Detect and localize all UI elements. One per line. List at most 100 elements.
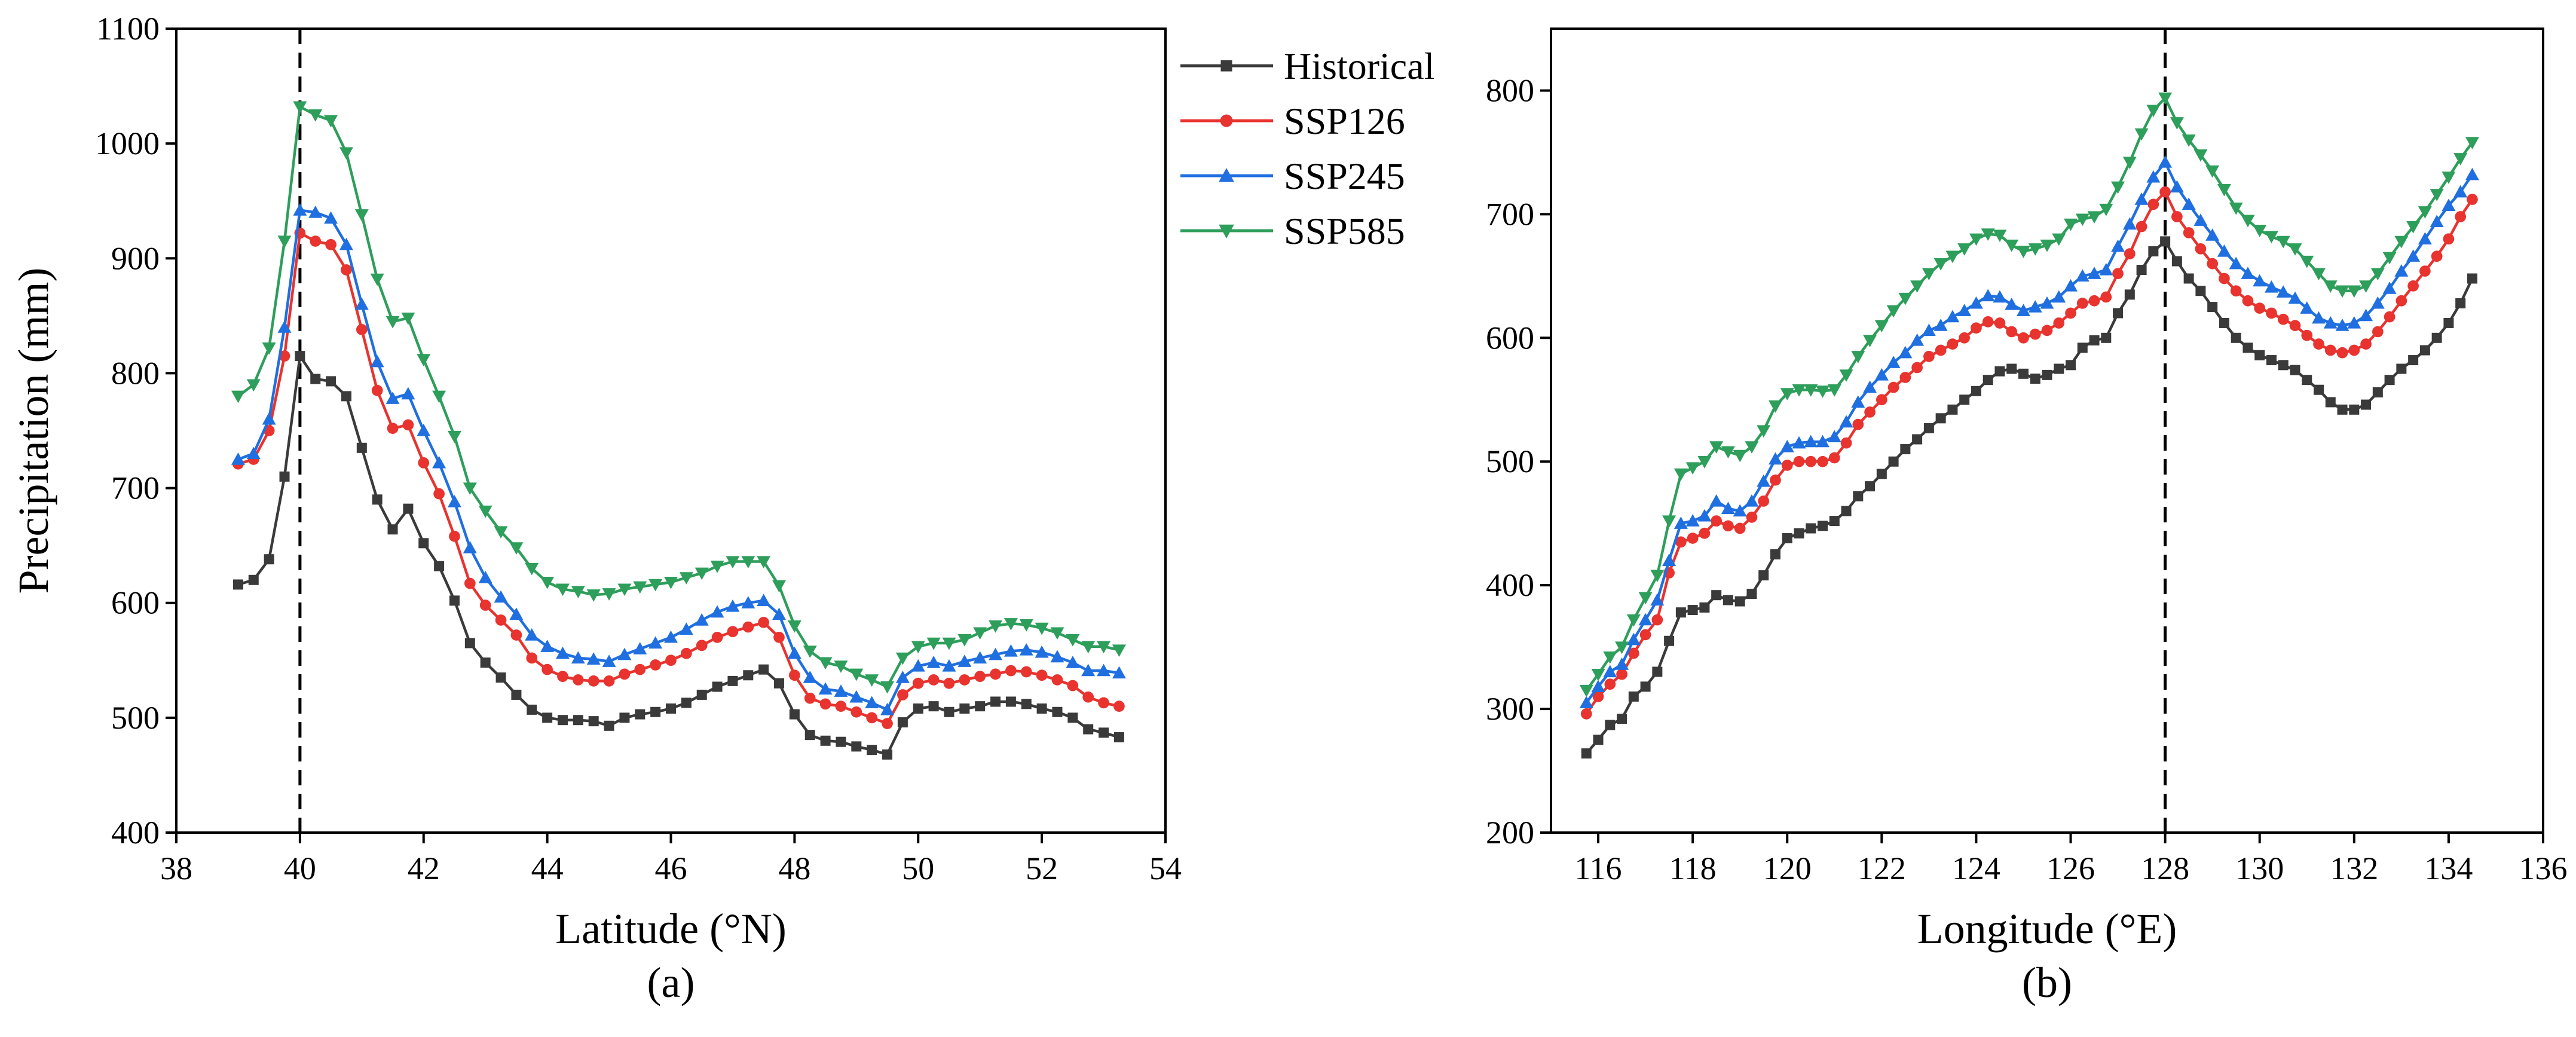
legend-label-ssp245: SSP245 [1284, 155, 1405, 197]
data-point-historical [1923, 423, 1934, 433]
data-point-ssp245 [1745, 494, 1759, 507]
data-point-ssp585 [757, 556, 771, 569]
data-point-ssp585 [2122, 157, 2137, 169]
data-point-ssp245 [231, 452, 245, 465]
data-point-ssp245 [1097, 663, 1111, 677]
data-point-ssp585 [1638, 592, 1653, 605]
data-point-ssp126 [1067, 680, 1079, 692]
data-point-ssp126 [2029, 328, 2041, 340]
data-point-ssp126 [1887, 381, 1899, 393]
data-point-ssp245 [2217, 244, 2231, 257]
data-point-ssp126 [2455, 211, 2467, 222]
data-point-ssp126 [2443, 233, 2455, 245]
data-point-ssp245 [895, 671, 910, 683]
data-point-historical [403, 503, 414, 514]
data-point-ssp585 [1603, 651, 1617, 664]
data-point-ssp245 [1733, 504, 1747, 517]
data-point-ssp245 [1035, 645, 1049, 658]
data-point-ssp126 [279, 350, 290, 362]
data-point-ssp245 [1993, 290, 2007, 303]
data-point-historical [1782, 533, 1792, 544]
data-point-historical [449, 595, 460, 606]
data-point-ssp245 [710, 605, 724, 618]
x-tick-label: 116 [1575, 851, 1622, 886]
data-point-ssp245 [246, 446, 261, 460]
y-tick-label: 400 [1486, 567, 1534, 603]
data-point-ssp585 [911, 641, 925, 654]
data-point-ssp245 [942, 659, 956, 672]
data-point-historical [2349, 404, 2360, 415]
data-point-ssp126 [619, 668, 631, 680]
legend-entry-historical: Historical [1180, 45, 1434, 87]
data-point-historical [1723, 595, 1733, 605]
data-point-ssp126 [2088, 295, 2100, 307]
data-point-ssp126 [634, 663, 646, 675]
data-point-ssp585 [2418, 206, 2432, 219]
data-point-historical [1664, 635, 1675, 646]
data-point-ssp126 [974, 671, 986, 683]
data-point-historical [1581, 748, 1592, 759]
data-point-ssp245 [2064, 279, 2078, 292]
data-point-historical [1865, 481, 1876, 492]
data-point-ssp585 [1945, 250, 1960, 264]
data-point-ssp585 [324, 115, 338, 128]
data-point-ssp126 [711, 632, 723, 643]
data-point-ssp245 [463, 541, 477, 553]
data-point-historical [2396, 363, 2407, 374]
data-point-historical [2314, 384, 2324, 395]
data-point-historical [1994, 366, 2005, 377]
data-point-historical [1640, 681, 1651, 692]
data-point-historical [264, 554, 274, 565]
data-point-ssp585 [1662, 515, 1676, 528]
data-point-historical [1876, 469, 1887, 479]
data-point-historical [2254, 350, 2265, 360]
data-point-ssp245 [865, 696, 879, 709]
data-point-ssp126 [804, 692, 816, 704]
data-point-ssp585 [2265, 231, 2278, 244]
x-tick-label: 38 [160, 851, 192, 886]
data-point-historical [279, 471, 290, 482]
legend-marker-symbol [1220, 60, 1232, 72]
x-tick-label: 118 [1669, 851, 1717, 886]
data-point-ssp245 [2465, 167, 2479, 181]
data-point-ssp585 [2394, 235, 2409, 249]
data-point-ssp126 [1627, 647, 1639, 659]
data-point-ssp126 [2254, 302, 2266, 314]
data-point-ssp126 [1959, 332, 1971, 344]
data-point-ssp585 [2347, 285, 2361, 298]
data-point-ssp585 [1780, 388, 1794, 400]
data-point-ssp126 [2467, 194, 2478, 205]
legend-label-ssp126: SSP126 [1284, 100, 1405, 142]
data-point-historical [2089, 335, 2100, 345]
data-point-ssp245 [1780, 439, 1794, 452]
data-point-historical [434, 561, 445, 571]
legend-entry-ssp245: SSP245 [1180, 155, 1405, 197]
data-point-ssp126 [1911, 362, 1923, 374]
data-point-ssp585 [942, 637, 956, 650]
data-point-ssp245 [2394, 264, 2409, 277]
data-point-ssp585 [2323, 280, 2338, 293]
data-point-historical [1099, 727, 1109, 738]
data-point-historical [1617, 714, 1627, 724]
data-point-historical [1971, 386, 1981, 396]
data-point-historical [774, 678, 785, 689]
data-point-ssp245 [679, 622, 693, 635]
data-point-ssp245 [1827, 430, 1841, 443]
series-line-historical [1585, 240, 2474, 755]
data-point-ssp585 [432, 390, 446, 403]
data-point-ssp126 [1592, 691, 1604, 702]
data-point-ssp585 [2134, 128, 2149, 141]
data-point-ssp585 [989, 620, 1003, 633]
data-point-ssp126 [2336, 347, 2348, 359]
data-point-ssp585 [1993, 230, 2007, 243]
data-point-ssp585 [308, 109, 323, 122]
data-point-ssp585 [293, 101, 307, 114]
data-point-historical [928, 701, 939, 712]
data-point-ssp245 [617, 647, 632, 660]
panel-b-axes: 116 118 120 122 124 126 128 130 132 134 136 200 300 4… [1486, 72, 2568, 886]
data-point-ssp126 [1793, 455, 1805, 467]
data-point-historical [804, 730, 815, 741]
data-point-ssp245 [417, 424, 431, 436]
data-point-ssp585 [1898, 292, 1913, 305]
